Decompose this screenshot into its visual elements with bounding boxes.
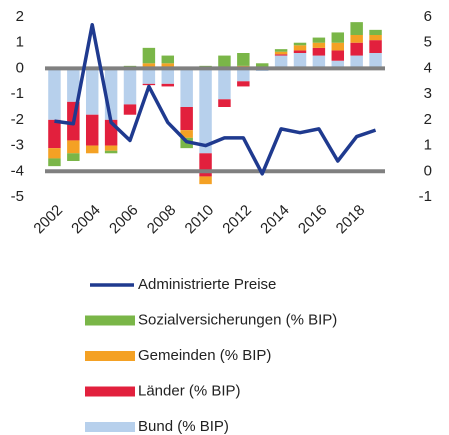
bar <box>218 99 231 107</box>
x-tick-label: 2004 <box>68 202 104 238</box>
x-tick-label: 2016 <box>295 202 331 238</box>
bar <box>104 150 118 154</box>
y-tick-label: -5 <box>11 188 24 205</box>
bar <box>274 55 288 69</box>
bar <box>48 158 61 167</box>
bar <box>369 29 382 35</box>
y-tick-label: -2 <box>11 111 24 128</box>
bar <box>142 68 156 84</box>
bar <box>369 40 382 53</box>
bar <box>331 32 345 43</box>
legend-swatch <box>85 386 135 397</box>
bar <box>218 68 231 100</box>
bar <box>180 68 193 107</box>
bar <box>48 148 61 159</box>
y2-tick-label: 6 <box>424 8 432 25</box>
x-tick-label: 2008 <box>144 202 180 238</box>
bar <box>293 42 307 46</box>
bar <box>350 35 363 43</box>
bar <box>48 119 61 149</box>
x-tick-label: 2006 <box>106 202 142 238</box>
y-tick-label: 0 <box>16 59 24 76</box>
x-tick-label: 2010 <box>182 202 218 238</box>
bar <box>312 55 326 69</box>
x-tick-label: 2002 <box>30 202 66 238</box>
y-tick-label: -3 <box>11 137 24 154</box>
bar <box>180 107 193 131</box>
bar <box>237 53 250 66</box>
y2-tick-label: 4 <box>424 59 432 76</box>
y2-tick-label: -1 <box>419 188 432 205</box>
y2-tick-label: 5 <box>424 34 432 51</box>
legend-label: Administrierte Preise <box>138 276 276 293</box>
bar <box>237 81 250 87</box>
y-tick-label: -1 <box>11 85 24 102</box>
y2-tick-label: 1 <box>424 137 432 154</box>
bar <box>67 68 80 102</box>
bar <box>85 68 99 115</box>
bar <box>274 49 288 52</box>
bar <box>123 68 137 105</box>
bar <box>350 55 363 69</box>
x-tick-label: 2014 <box>257 202 293 238</box>
bar <box>85 114 99 146</box>
y2-tick-label: 2 <box>424 111 432 128</box>
x-tick-label: 2012 <box>219 202 255 238</box>
bar <box>255 63 269 69</box>
bar <box>161 68 175 84</box>
bar <box>274 51 288 55</box>
legend-swatch <box>85 422 135 432</box>
y2-tick-label: 0 <box>424 162 432 179</box>
bar <box>350 42 363 56</box>
y-tick-label: 2 <box>16 8 24 25</box>
bar <box>293 53 307 69</box>
bar <box>104 145 118 151</box>
y-tick-label: -4 <box>11 162 24 179</box>
bar <box>161 55 175 64</box>
bar <box>350 22 363 35</box>
bar <box>331 50 345 61</box>
bar <box>331 60 345 69</box>
bar <box>331 42 345 51</box>
bar <box>274 54 288 56</box>
bar <box>161 83 175 87</box>
bar <box>199 68 212 154</box>
bar <box>142 83 156 86</box>
bar <box>293 45 307 51</box>
bar <box>237 68 250 82</box>
bar <box>48 68 61 120</box>
bar <box>123 104 137 115</box>
bar <box>293 50 307 53</box>
bar <box>312 37 326 43</box>
bar <box>67 140 80 154</box>
y-tick-label: 1 <box>16 34 24 51</box>
bar <box>312 47 326 56</box>
bar <box>142 63 156 69</box>
bar <box>142 47 156 64</box>
legend-label: Länder (% BIP) <box>138 382 241 399</box>
bar <box>312 42 326 48</box>
bar <box>369 53 382 69</box>
line <box>54 22 377 176</box>
bar <box>161 63 175 69</box>
y2-tick-label: 3 <box>424 85 432 102</box>
bar <box>180 130 193 138</box>
legend-label: Gemeinden (% BIP) <box>138 347 271 364</box>
legend-swatch <box>85 315 135 326</box>
x-tick-label: 2018 <box>333 202 369 238</box>
legend-swatch <box>85 351 135 361</box>
bar <box>67 153 80 161</box>
bar <box>369 35 382 41</box>
bar <box>218 55 231 69</box>
legend-label: Sozialversicherungen (% BIP) <box>138 311 337 328</box>
bar <box>85 145 99 154</box>
bar <box>199 176 212 185</box>
legend-label: Bund (% BIP) <box>138 418 229 435</box>
